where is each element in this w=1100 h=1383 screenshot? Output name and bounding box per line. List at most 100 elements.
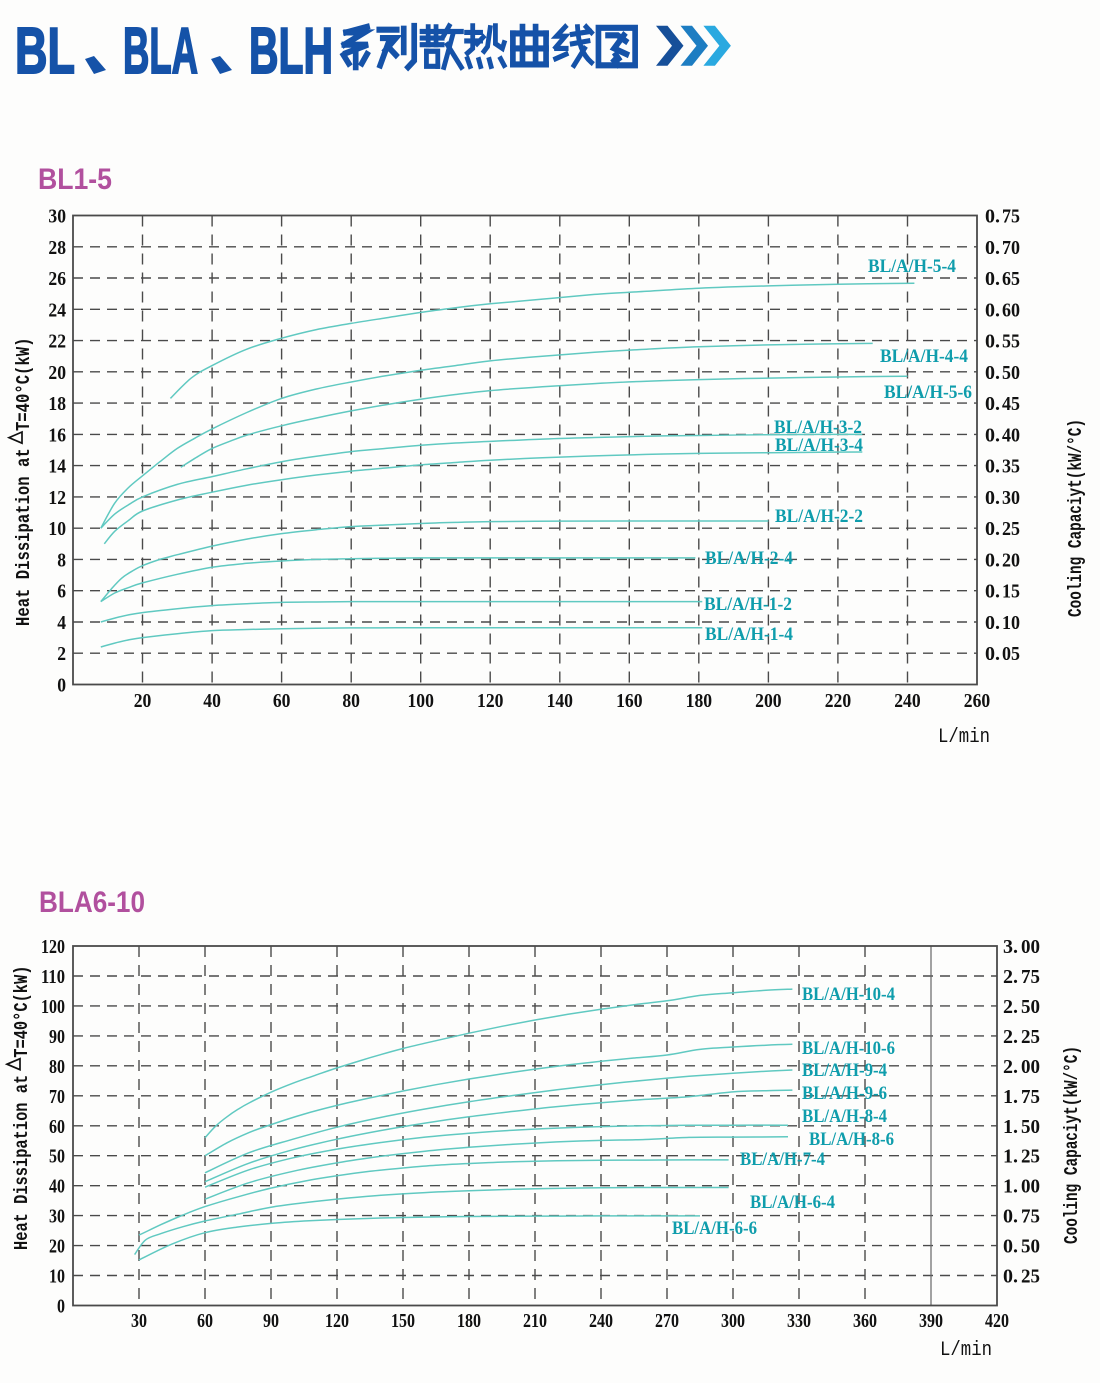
svg-text:160: 160 — [616, 690, 642, 712]
svg-text:360: 360 — [853, 1310, 877, 1332]
svg-text:2.: 2. — [1003, 996, 1018, 1018]
svg-text:0.: 0. — [1003, 1266, 1018, 1288]
svg-text:30: 30 — [48, 206, 66, 228]
svg-text:05: 05 — [1002, 643, 1020, 665]
svg-text:180: 180 — [686, 690, 712, 712]
svg-text:0.: 0. — [985, 549, 1000, 571]
svg-text:28: 28 — [48, 237, 66, 259]
svg-text:120: 120 — [477, 690, 503, 712]
svg-text:BL/A/H-1-2: BL/A/H-1-2 — [704, 594, 792, 615]
svg-text:10: 10 — [49, 1266, 65, 1288]
svg-text:3.: 3. — [1003, 936, 1018, 958]
svg-text:00: 00 — [1021, 936, 1040, 958]
svg-text:BL/A/H-8-4: BL/A/H-8-4 — [802, 1106, 887, 1127]
svg-text:0.: 0. — [985, 518, 1000, 540]
svg-text:12: 12 — [48, 487, 66, 509]
svg-text:15: 15 — [1002, 581, 1020, 603]
svg-text:0.: 0. — [1003, 1236, 1018, 1258]
svg-text:10: 10 — [1002, 612, 1020, 634]
svg-text:00: 00 — [1021, 1176, 1040, 1198]
svg-text:BL/A/H-5-4: BL/A/H-5-4 — [868, 256, 956, 277]
svg-text:BL/A/H-1-4: BL/A/H-1-4 — [705, 624, 793, 645]
svg-text:50: 50 — [1021, 996, 1040, 1018]
svg-text:80: 80 — [342, 690, 360, 712]
svg-text:200: 200 — [755, 690, 781, 712]
svg-text:75: 75 — [1002, 206, 1020, 228]
svg-text:20: 20 — [49, 1236, 65, 1258]
svg-text:20: 20 — [134, 690, 152, 712]
svg-text:40: 40 — [49, 1176, 65, 1198]
svg-text:260: 260 — [964, 690, 990, 712]
svg-text:25: 25 — [1002, 518, 1020, 540]
svg-text:420: 420 — [985, 1310, 1009, 1332]
svg-text:18: 18 — [48, 393, 66, 415]
svg-text:90: 90 — [263, 1310, 279, 1332]
svg-text:25: 25 — [1021, 1026, 1040, 1048]
svg-text:BL/A/H-9-4: BL/A/H-9-4 — [802, 1060, 887, 1081]
svg-text:60: 60 — [49, 1116, 65, 1138]
svg-text:50: 50 — [1021, 1116, 1040, 1138]
svg-text:40: 40 — [1002, 424, 1020, 446]
svg-text:220: 220 — [825, 690, 851, 712]
svg-text:50: 50 — [1002, 362, 1020, 384]
svg-text:390: 390 — [919, 1310, 943, 1332]
svg-text:70: 70 — [1002, 237, 1020, 259]
svg-text:BL: BL — [15, 14, 75, 87]
svg-text:0.: 0. — [985, 424, 1000, 446]
svg-text:0.: 0. — [985, 362, 1000, 384]
svg-text:60: 60 — [197, 1310, 213, 1332]
svg-text:1.: 1. — [1003, 1146, 1018, 1168]
svg-text:BL/A/H-4-4: BL/A/H-4-4 — [880, 346, 968, 367]
svg-text:0.: 0. — [985, 331, 1000, 353]
svg-text:Heat Dissipation at: Heat Dissipation at — [13, 448, 35, 626]
svg-text:Heat Dissipation at: Heat Dissipation at — [11, 1075, 33, 1250]
svg-text:0.: 0. — [985, 299, 1000, 321]
svg-text:150: 150 — [391, 1310, 415, 1332]
svg-text:35: 35 — [1002, 456, 1020, 478]
svg-text:BL/A/H-5-6: BL/A/H-5-6 — [884, 382, 972, 403]
svg-text:2.: 2. — [1003, 1026, 1018, 1048]
svg-text:10: 10 — [48, 518, 66, 540]
svg-text:4: 4 — [57, 612, 66, 634]
svg-text:75: 75 — [1021, 966, 1040, 988]
svg-text:0.: 0. — [985, 643, 1000, 665]
svg-text:270: 270 — [655, 1310, 679, 1332]
svg-text:75: 75 — [1021, 1086, 1040, 1108]
svg-text:24: 24 — [48, 299, 66, 321]
svg-text:26: 26 — [48, 268, 66, 290]
svg-text:BLA: BLA — [123, 14, 198, 87]
svg-text:20: 20 — [1002, 549, 1020, 571]
svg-text:140: 140 — [547, 690, 573, 712]
svg-text:25: 25 — [1021, 1266, 1040, 1288]
svg-text:100: 100 — [41, 996, 65, 1018]
svg-text:L/min: L/min — [938, 726, 990, 749]
svg-text:0.: 0. — [985, 393, 1000, 415]
svg-text:25: 25 — [1021, 1146, 1040, 1168]
svg-text:BL/A/H-3-2: BL/A/H-3-2 — [774, 417, 862, 438]
svg-text:BLA6-10: BLA6-10 — [39, 886, 145, 919]
svg-text:240: 240 — [894, 690, 920, 712]
svg-text:90: 90 — [49, 1026, 65, 1048]
svg-text:330: 330 — [787, 1310, 811, 1332]
svg-text:0.: 0. — [985, 487, 1000, 509]
svg-text:16: 16 — [48, 424, 66, 446]
svg-text:0: 0 — [57, 1296, 65, 1318]
svg-text:60: 60 — [273, 690, 291, 712]
svg-text:BLH: BLH — [249, 14, 333, 87]
svg-text:BL/A/H-7-4: BL/A/H-7-4 — [740, 1149, 825, 1170]
svg-text:2: 2 — [57, 643, 66, 665]
svg-text:BL/A/H-6-6: BL/A/H-6-6 — [672, 1218, 757, 1239]
svg-text:0.: 0. — [985, 612, 1000, 634]
svg-text:0.: 0. — [985, 237, 1000, 259]
svg-text:2.: 2. — [1003, 966, 1018, 988]
svg-text:70: 70 — [49, 1086, 65, 1108]
svg-text:T=40°C(kW): T=40°C(kW) — [13, 338, 35, 432]
svg-text:80: 80 — [49, 1056, 65, 1078]
svg-text:0.: 0. — [985, 268, 1000, 290]
svg-text:120: 120 — [41, 936, 65, 958]
svg-text:0: 0 — [57, 675, 66, 697]
svg-text:50: 50 — [49, 1146, 65, 1168]
svg-text:1.: 1. — [1003, 1176, 1018, 1198]
svg-text:65: 65 — [1002, 268, 1020, 290]
svg-text:1.: 1. — [1003, 1116, 1018, 1138]
